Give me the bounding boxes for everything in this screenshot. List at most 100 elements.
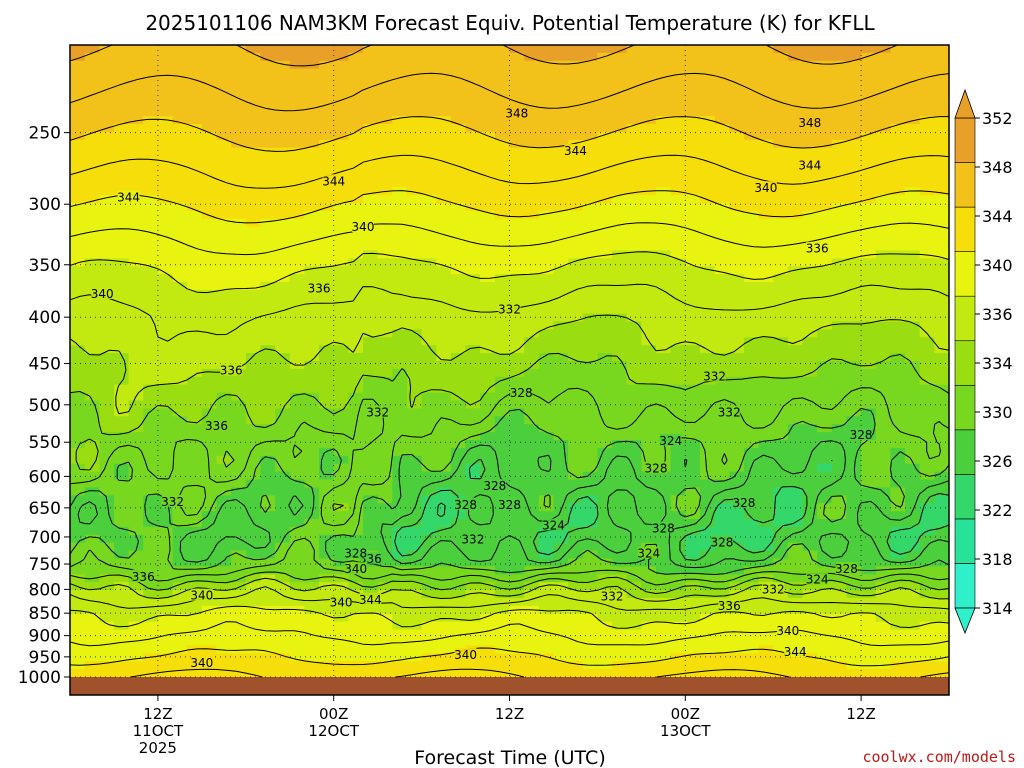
field-cell: [846, 329, 862, 338]
field-cell: [568, 392, 584, 402]
field-cell: [363, 337, 379, 346]
field-cell: [612, 52, 628, 62]
field-cell: [846, 479, 862, 488]
field-cell: [641, 416, 657, 425]
field-cell: [143, 495, 159, 504]
field-cell: [450, 629, 467, 639]
field-cell: [582, 210, 598, 220]
field-cell: [275, 455, 291, 465]
field-cell: [699, 463, 716, 473]
field-cell: [363, 100, 379, 109]
field-cell: [641, 242, 657, 251]
field-cell: [377, 45, 393, 54]
field-cell: [582, 195, 598, 204]
field-cell: [890, 234, 906, 244]
contour-label-328: 328: [835, 562, 858, 576]
field-cell: [406, 305, 423, 315]
field-cell: [773, 155, 789, 165]
field-cell: [685, 84, 701, 93]
field-cell: [319, 84, 335, 93]
field-cell: [143, 92, 159, 101]
field-cell: [553, 45, 569, 54]
field-cell: [231, 179, 247, 188]
field-cell: [333, 574, 349, 583]
field-cell: [582, 313, 598, 323]
field-cell: [656, 574, 672, 583]
field-cell: [612, 45, 628, 54]
field-cell: [875, 289, 891, 299]
field-cell: [905, 203, 921, 212]
field-cell: [802, 52, 818, 62]
field-cell: [231, 455, 247, 465]
field-cell: [846, 203, 862, 212]
field-cell: [612, 479, 628, 488]
field-cell: [333, 60, 349, 70]
field-cell: [216, 68, 232, 78]
field-cell: [377, 305, 393, 315]
field-cell: [787, 45, 804, 54]
field-cell: [319, 503, 335, 512]
field-cell: [582, 84, 598, 93]
field-cell: [128, 116, 144, 125]
field-cell: [890, 258, 906, 267]
field-cell: [275, 289, 291, 299]
field-cell: [260, 605, 276, 615]
field-cell: [231, 195, 247, 204]
field-cell: [480, 329, 496, 338]
field-cell: [289, 155, 305, 165]
field-cell: [260, 179, 276, 188]
field-cell: [612, 495, 628, 504]
field-cell: [450, 345, 467, 354]
contour-label-336: 336: [806, 241, 829, 256]
field-cell: [245, 171, 262, 180]
field-cell: [143, 637, 159, 646]
field-cell: [626, 242, 642, 251]
field-cell: [699, 289, 716, 299]
field-cell: [612, 203, 628, 212]
field-cell: [84, 558, 100, 567]
field-cell: [509, 669, 525, 678]
field-cell: [436, 131, 452, 141]
field-cell: [890, 526, 906, 536]
field-cell: [685, 171, 701, 180]
field-cell: [465, 187, 481, 196]
field-cell: [99, 511, 115, 520]
field-cell: [787, 447, 804, 457]
contour-labels: 3483483443443443443403403403363363363363…: [91, 106, 873, 670]
field-cell: [450, 100, 467, 109]
field-cell: [289, 100, 305, 109]
field-cell: [626, 147, 642, 157]
field-cell: [157, 147, 174, 157]
field-cell: [348, 661, 364, 670]
field-cell: [201, 289, 218, 299]
field-cell: [363, 258, 379, 267]
field-cell: [465, 416, 481, 425]
field-cell: [656, 116, 672, 125]
field-cell: [143, 274, 159, 283]
field-cell: [436, 424, 452, 433]
field-cell: [421, 598, 437, 607]
field-cell: [524, 653, 540, 662]
field-cell: [714, 582, 730, 591]
field-cell: [450, 155, 467, 165]
field-cell: [84, 503, 100, 512]
field-cell: [304, 503, 320, 512]
field-cell: [363, 345, 379, 354]
field-cell: [143, 392, 159, 402]
field-cell: [612, 447, 628, 457]
field-cell: [260, 621, 276, 631]
field-cell: [231, 495, 247, 504]
field-cell: [289, 550, 305, 560]
field-cell: [143, 361, 159, 370]
field-cell: [582, 416, 598, 425]
field-cell: [905, 487, 921, 496]
field-cell: [743, 60, 760, 70]
field-cell: [436, 108, 452, 117]
field-cell: [568, 432, 584, 441]
field-cell: [70, 92, 86, 101]
field-cell: [187, 266, 203, 275]
field-cell: [890, 503, 906, 512]
field-cell: [406, 590, 423, 599]
field-cell: [553, 653, 569, 662]
field-cell: [99, 163, 115, 172]
